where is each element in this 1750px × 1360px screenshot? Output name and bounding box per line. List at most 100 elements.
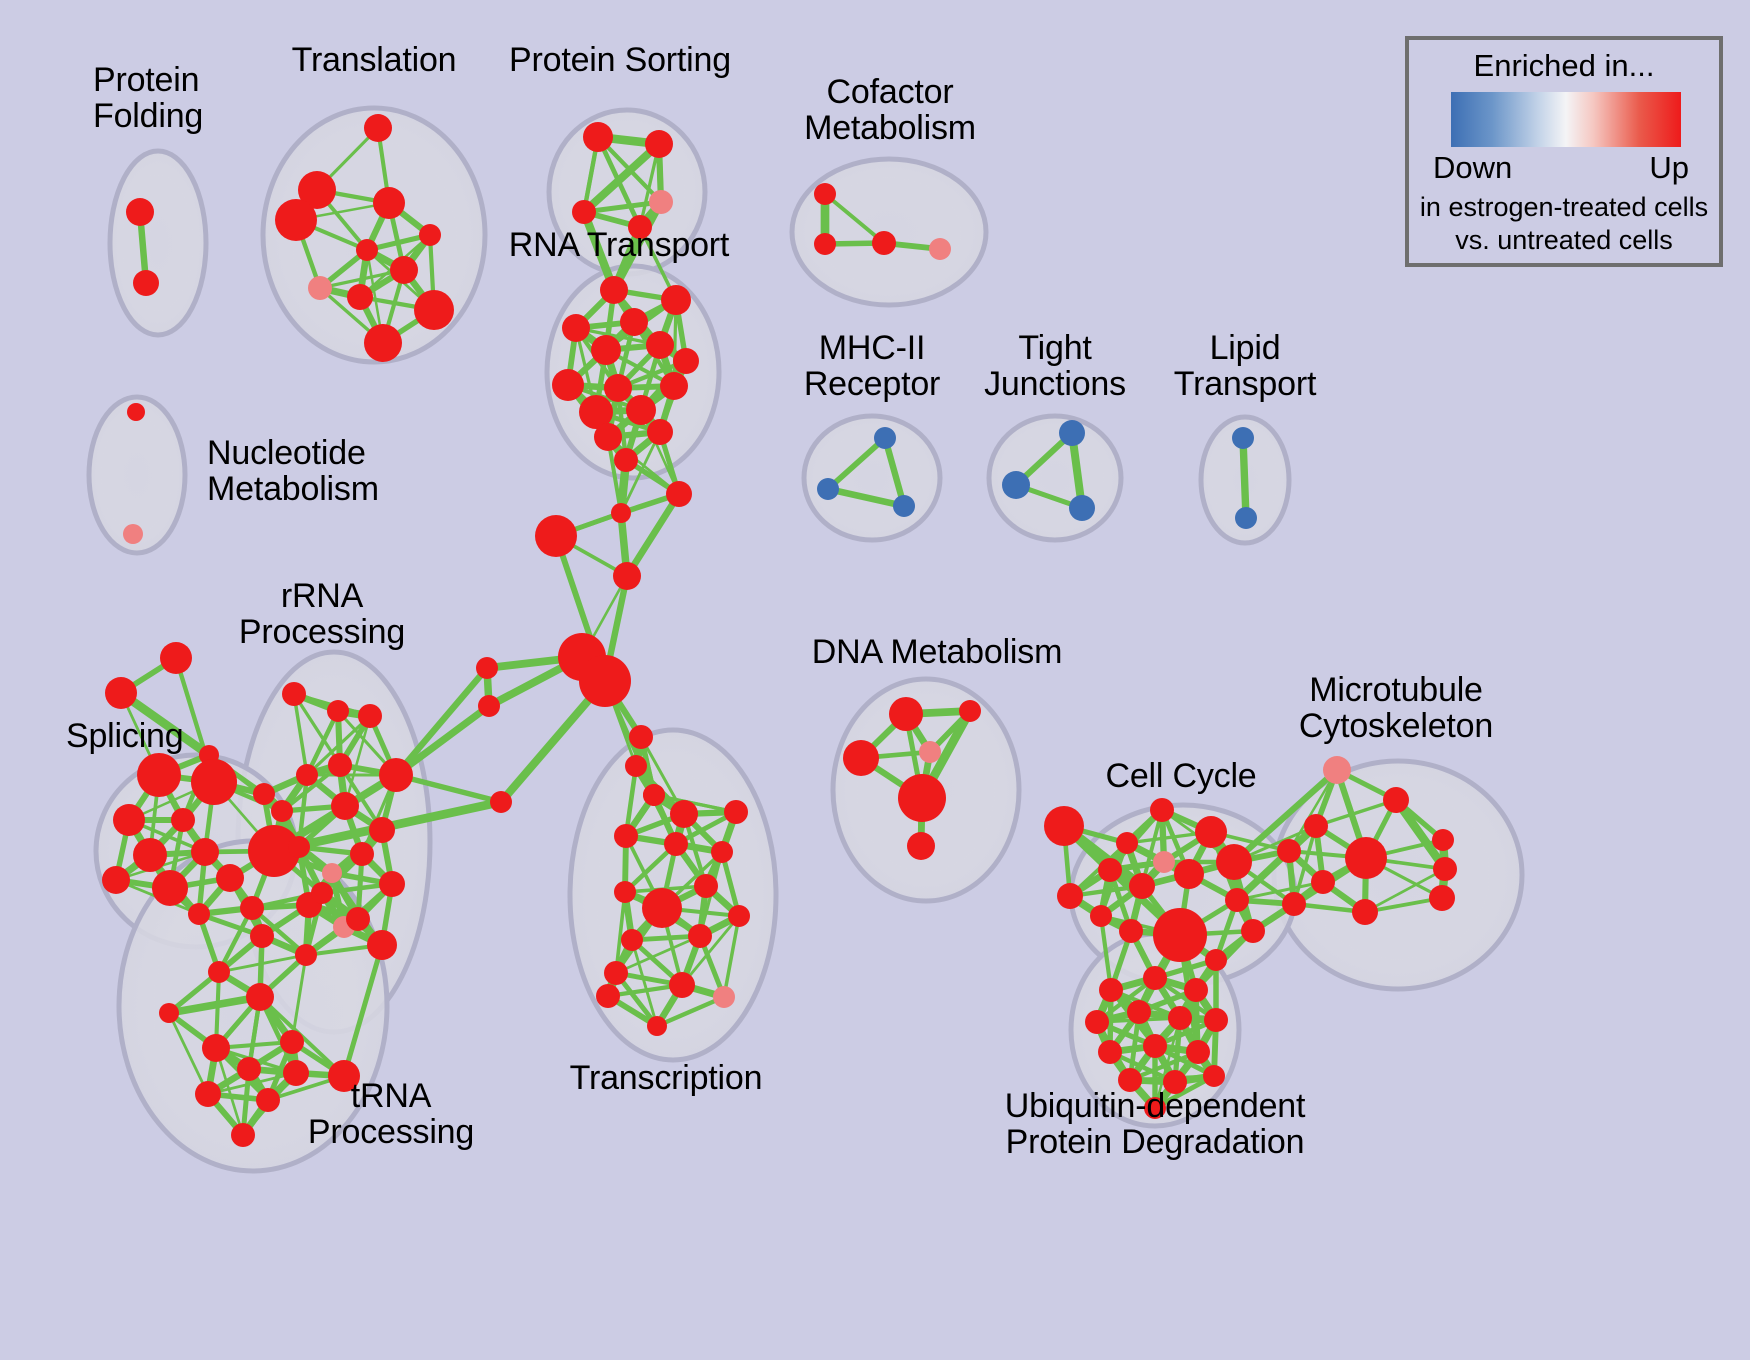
network-node (126, 198, 154, 226)
network-edge (1287, 768, 1339, 853)
network-node (872, 231, 896, 255)
network-node (191, 838, 219, 866)
network-edge (719, 849, 742, 919)
cluster-label-line: Folding (93, 97, 204, 136)
network-node (373, 187, 405, 219)
cluster-label-microtubule-cytoskeleton: Microtubule Cytoskeleton (1299, 672, 1493, 744)
legend-panel: Enriched in... Down Up in estrogen-treat… (1405, 36, 1723, 267)
network-edge (638, 142, 661, 229)
network-node (240, 896, 264, 920)
cluster-label-dna-metabolism: DNA Metabolism (811, 633, 1063, 671)
network-node (1433, 857, 1457, 881)
network-node (1057, 883, 1083, 909)
legend-up-label: Up (1649, 150, 1689, 185)
network-node (308, 276, 332, 300)
network-node (1118, 1068, 1142, 1092)
network-node (364, 114, 392, 142)
network-node (414, 290, 454, 330)
network-node (724, 800, 748, 824)
network-edge (216, 905, 255, 975)
network-node (152, 870, 188, 906)
network-node (159, 1003, 179, 1023)
network-node (843, 740, 879, 776)
cluster-label-trna-processing: tRNA Processing (308, 1078, 474, 1150)
network-node (280, 1030, 304, 1054)
network-node (123, 524, 143, 544)
cluster-label-line: DNA Metabolism (811, 633, 1063, 671)
network-node (1323, 756, 1351, 784)
legend-caption-line1: in estrogen-treated cells (1419, 192, 1709, 222)
network-node (1216, 844, 1252, 880)
network-node (253, 783, 275, 805)
network-node (874, 427, 896, 449)
network-node (256, 1088, 280, 1112)
legend-color-gradient (1451, 92, 1681, 147)
network-node (271, 800, 293, 822)
cluster-label-line: Transcription (569, 1059, 763, 1097)
network-node (1127, 1000, 1151, 1024)
network-edge (343, 714, 372, 808)
network-node (1168, 1006, 1192, 1030)
network-node (171, 808, 195, 832)
network-node (1429, 885, 1455, 911)
network-node (688, 924, 712, 948)
network-node (1144, 1097, 1166, 1119)
network-node (596, 984, 620, 1008)
network-node (1099, 978, 1123, 1002)
network-edge-bridge (341, 942, 385, 1079)
network-node (490, 791, 512, 813)
network-node (1150, 798, 1174, 822)
network-node (959, 700, 981, 722)
network-node (328, 753, 352, 777)
network-node (160, 642, 192, 674)
cluster-label-protein-folding: Protein Folding (93, 62, 203, 134)
network-node (660, 372, 688, 400)
network-node (364, 324, 402, 362)
network-edge (614, 934, 702, 975)
network-edge (1363, 896, 1444, 914)
network-node (328, 1060, 360, 1092)
network-node (1184, 978, 1208, 1002)
network-node (552, 369, 584, 401)
network-node (476, 657, 498, 679)
cluster-label-line: Junctions (984, 365, 1126, 404)
cluster-label-lipid-transport: Lipid Transport (1174, 330, 1317, 402)
cluster-label-line: Cytoskeleton (1298, 707, 1494, 746)
network-node (626, 395, 656, 425)
network-edge (619, 430, 662, 515)
network-node (1232, 427, 1254, 449)
network-node (711, 841, 733, 863)
network-edge (652, 793, 738, 814)
network-node (1069, 495, 1095, 521)
cluster-label-line: Cofactor (826, 73, 954, 111)
network-node (288, 836, 310, 858)
network-edge (1235, 880, 1325, 902)
network-node (327, 700, 349, 722)
cluster-label-line: Protein Degradation (1005, 1123, 1305, 1162)
network-edge-bridge (1239, 434, 1250, 522)
network-edge-bridge (1230, 766, 1341, 866)
cluster-label-line: Cell Cycle (1105, 757, 1257, 795)
network-node (127, 403, 145, 421)
network-edge (1314, 798, 1398, 828)
network-node (535, 515, 577, 557)
cluster-label-line: Tight (1018, 329, 1092, 367)
network-edge-bridge (165, 993, 264, 1017)
network-node (1282, 892, 1306, 916)
network-edge (1140, 808, 1164, 888)
network-node (1002, 471, 1030, 499)
network-edge-bridge (392, 664, 491, 779)
network-node (1383, 787, 1409, 813)
network-node (694, 874, 718, 898)
network-node (356, 239, 378, 261)
network-nodes (102, 114, 1457, 1147)
network-edge (1127, 1049, 1201, 1083)
network-node (216, 864, 244, 892)
cluster-label-line: Translation (291, 41, 457, 79)
network-node (1085, 1010, 1109, 1034)
network-node (275, 199, 317, 241)
network-node (728, 905, 750, 927)
network-node (347, 284, 373, 310)
legend-title: Enriched in... (1473, 48, 1655, 83)
network-node (649, 190, 673, 214)
